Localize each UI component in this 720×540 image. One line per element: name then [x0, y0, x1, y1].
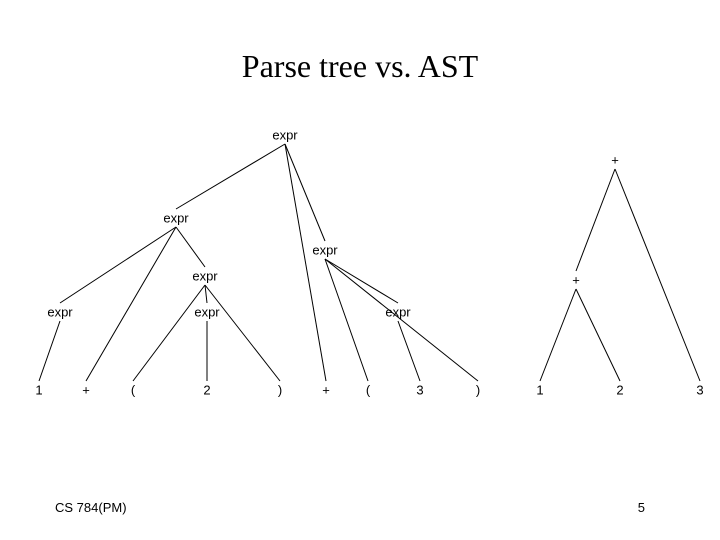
node-p_plus_top: + — [611, 153, 619, 168]
node-p_rp: ) — [278, 383, 282, 398]
node-p_expr_r1: expr — [312, 243, 337, 258]
node-p_expr_ll: expr — [47, 305, 72, 320]
node-p_expr_lr: expr — [194, 305, 219, 320]
node-p_2: 2 — [203, 383, 210, 398]
node-a_1: 1 — [536, 383, 543, 398]
node-p_3: 3 — [416, 383, 423, 398]
node-p_lp: ( — [131, 383, 135, 398]
node-a_3: 3 — [696, 383, 703, 398]
footer-course: CS 784(PM) — [55, 500, 127, 515]
node-p_1: 1 — [35, 383, 42, 398]
node-p_root: expr — [272, 128, 297, 143]
node-p_plus: + — [82, 383, 90, 398]
tree-edges — [0, 0, 720, 540]
node-p_expr_l1: expr — [163, 211, 188, 226]
node-p_aplus: + — [322, 383, 330, 398]
node-p_expr_l2: expr — [192, 269, 217, 284]
footer-page-number: 5 — [638, 500, 645, 515]
node-p_plus_mid: + — [572, 273, 580, 288]
node-p_expr_rr: expr — [385, 305, 410, 320]
node-p_alp: ( — [366, 383, 370, 398]
node-a_2: 2 — [616, 383, 623, 398]
node-p_arp: ) — [476, 383, 480, 398]
